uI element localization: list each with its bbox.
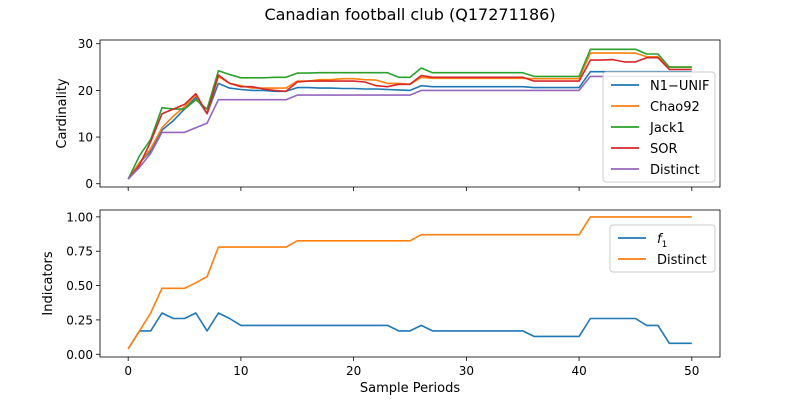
legend-label-sub: 1	[662, 240, 668, 250]
series-line-0	[127, 70, 692, 180]
legend-box	[609, 224, 716, 273]
series-line-1	[127, 216, 692, 350]
indicators-panel: 0.00 0.25 0.50 0.75 1.00 0 10 20 30 40 50 Indicator…	[41, 209, 721, 396]
axes-frame	[99, 39, 721, 188]
legend-label-1: Chao92	[650, 100, 700, 115]
legend: N1−UNIF Chao92 Jack1 SOR Distinct	[602, 71, 716, 183]
y-tick-label: 0.50	[66, 279, 93, 293]
series-line-2	[127, 48, 692, 180]
x-tick-label: 30	[459, 364, 474, 378]
x-tick-label: 10	[233, 364, 248, 378]
x-tick-label: 0	[124, 364, 132, 378]
legend-box	[602, 71, 716, 183]
x-tick-label: 20	[346, 364, 361, 378]
y-axis-label: Cardinality	[55, 78, 70, 149]
legend-label-3: SOR	[650, 142, 678, 157]
legend-label-main: f	[657, 232, 664, 247]
x-axis-label: Sample Periods	[360, 381, 460, 396]
legend-label-0: f1	[657, 232, 667, 250]
cardinality-panel: 0 10 20 30 Cardinality N1−UNIF Chao92 Jack1 SOR D…	[55, 37, 721, 191]
chart-title: Canadian football club (Q17271186)	[264, 5, 555, 24]
legend: f1 Distinct	[609, 224, 716, 273]
legend-label-4: Distinct	[650, 163, 700, 178]
y-axis-label: Indicators	[41, 251, 56, 315]
y-tick-label: 30	[78, 37, 93, 51]
y-tick-label: 0	[85, 177, 93, 191]
y-tick-label: 0.00	[66, 348, 93, 362]
y-tick-label: 10	[78, 131, 93, 145]
series-line-3	[127, 56, 692, 180]
series-line-4	[127, 75, 692, 180]
y-tick-label: 0.75	[66, 245, 93, 259]
y-tick-label: 1.00	[66, 210, 93, 224]
x-tick-label: 50	[684, 364, 699, 378]
x-tick-label: 40	[571, 364, 586, 378]
y-tick-label: 0.25	[66, 313, 93, 327]
axes-frame	[99, 209, 721, 358]
legend-label-2: Jack1	[649, 121, 685, 136]
series-line-0	[127, 312, 692, 350]
y-tick-label: 20	[78, 84, 93, 98]
legend-label-1: Distinct	[657, 253, 707, 268]
legend-label-0: N1−UNIF	[650, 79, 709, 94]
